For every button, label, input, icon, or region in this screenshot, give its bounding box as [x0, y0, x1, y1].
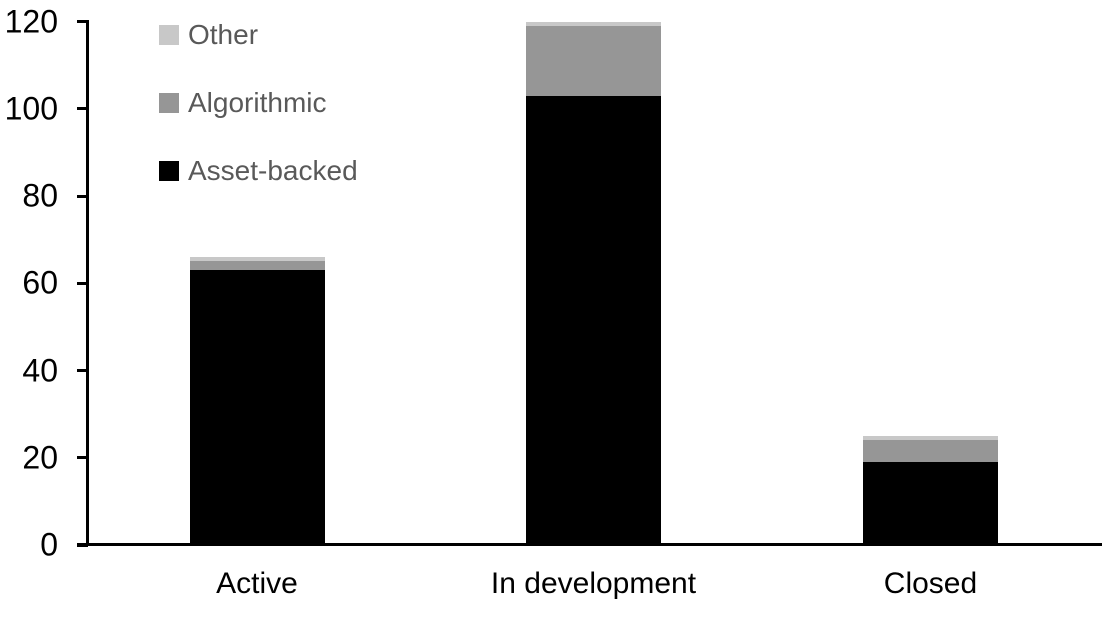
- legend-label: Algorithmic: [188, 87, 327, 118]
- bar-segment-asset-backed: [526, 95, 661, 545]
- y-tick: [77, 543, 88, 547]
- y-tick: [77, 20, 88, 23]
- y-tick: [77, 369, 88, 372]
- legend-label: Asset-backed: [188, 155, 358, 186]
- legend-row-asset-backed: Asset-backed: [159, 154, 358, 188]
- legend-swatch-icon: [159, 93, 179, 113]
- y-tick: [77, 281, 88, 285]
- bar-segment-other: [863, 435, 998, 441]
- y-tick-label: 80: [22, 177, 58, 214]
- bar-segment-algorithmic: [863, 440, 998, 463]
- y-tick-label: 120: [4, 2, 58, 39]
- y-tick: [77, 107, 88, 111]
- bar-segment-asset-backed: [863, 462, 998, 545]
- y-tick-label: 60: [22, 264, 58, 301]
- y-tick-label: 40: [22, 351, 58, 388]
- y-tick: [77, 194, 88, 198]
- legend-label: Other: [188, 19, 259, 50]
- x-category-label: Closed: [883, 567, 978, 600]
- y-tick-label: 20: [22, 439, 58, 476]
- legend-row-algorithmic: Algorithmic: [159, 86, 326, 120]
- bar-segment-algorithmic: [526, 25, 661, 96]
- legend-swatch-icon: [159, 25, 179, 45]
- y-tick: [77, 456, 88, 460]
- x-category-label: Active: [216, 567, 298, 600]
- bar-segment-algorithmic: [189, 261, 325, 271]
- bar-segment-other: [526, 21, 661, 26]
- y-tick-label: 100: [4, 90, 58, 127]
- legend-swatch-icon: [159, 161, 179, 181]
- x-category-label: In development: [490, 567, 697, 600]
- bar-segment-other: [189, 257, 325, 262]
- legend-row-other: Other: [159, 18, 258, 52]
- bar-segment-asset-backed: [189, 270, 325, 545]
- y-tick-label: 0: [40, 526, 58, 563]
